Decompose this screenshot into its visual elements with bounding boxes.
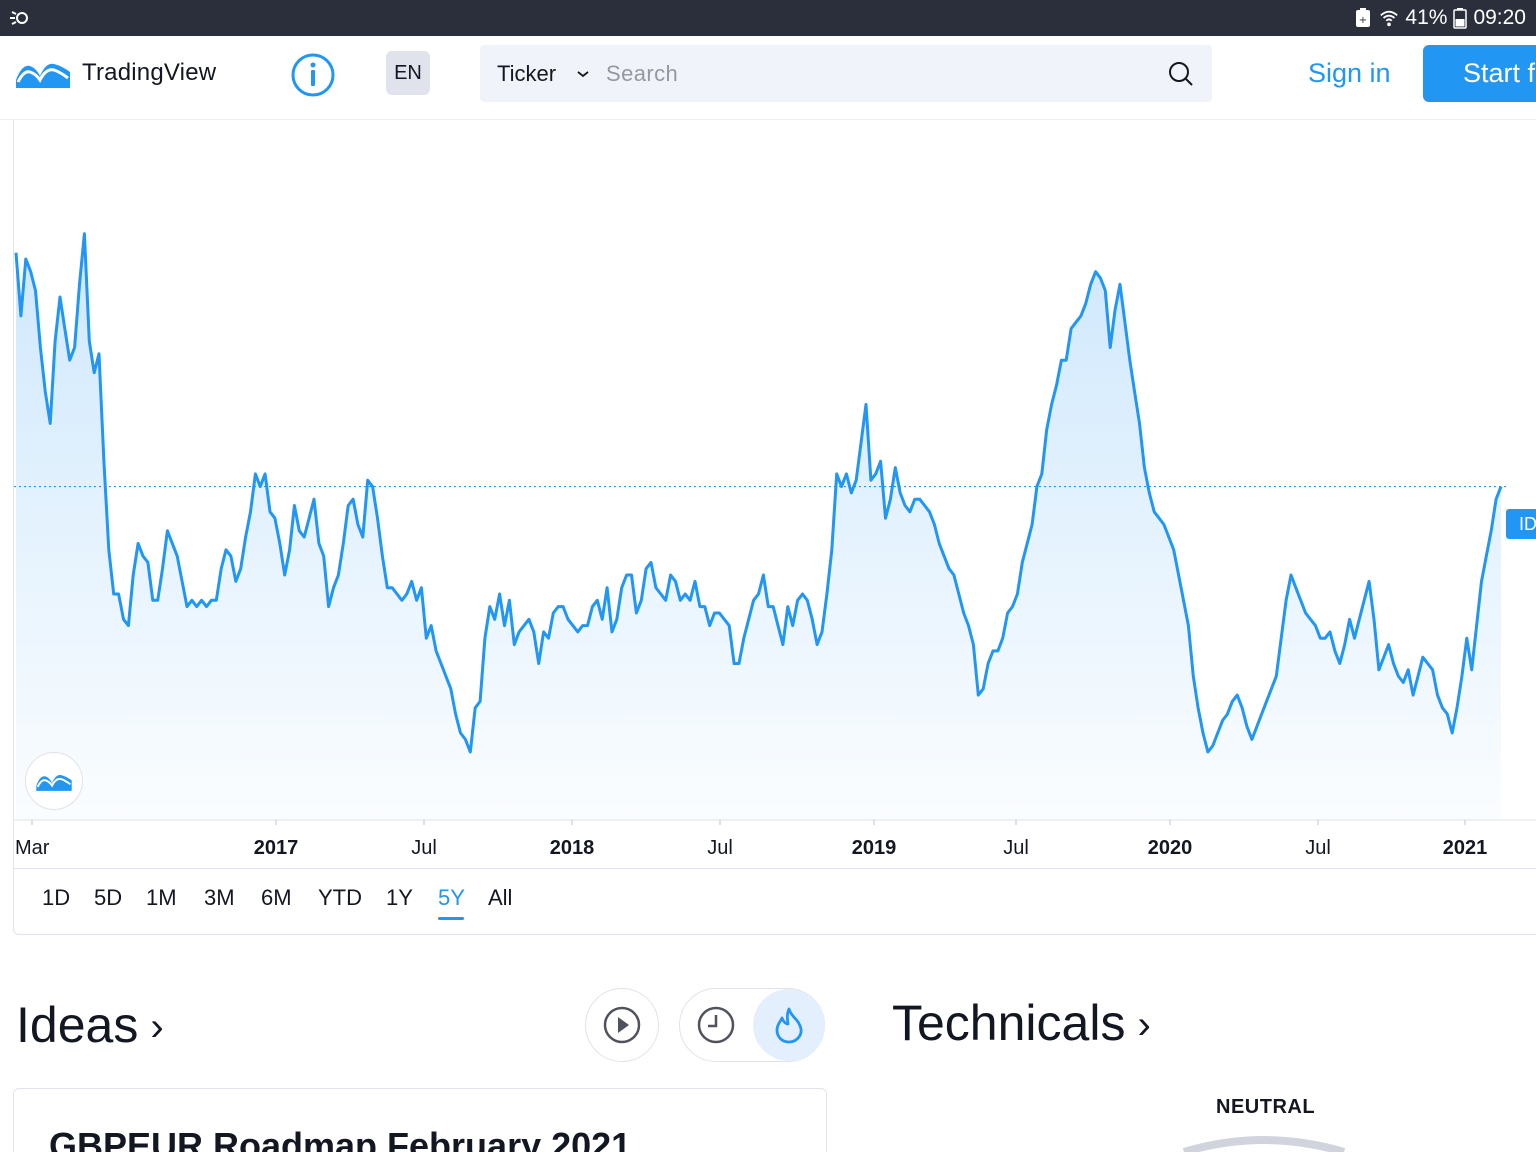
x-axis-tick-label: 2017 bbox=[254, 837, 299, 859]
range-button-1m[interactable]: 1M bbox=[146, 885, 177, 910]
battery-saver-icon: + bbox=[1356, 8, 1371, 27]
x-axis-tick-label: 2021 bbox=[1443, 837, 1488, 859]
play-button[interactable] bbox=[585, 988, 659, 1062]
x-axis-tick-label: 2019 bbox=[852, 837, 897, 859]
wifi-icon bbox=[1380, 10, 1399, 27]
range-button-ytd[interactable]: YTD bbox=[318, 885, 362, 910]
flame-icon bbox=[775, 1007, 803, 1044]
x-axis-tick-label: 2018 bbox=[550, 837, 595, 859]
sort-recent-button[interactable] bbox=[680, 989, 752, 1061]
x-axis-tick-label: Jul bbox=[1003, 837, 1029, 859]
top-nav: TradingView EN Ticker Sign in Start f bbox=[0, 36, 1536, 120]
battery-icon bbox=[1453, 8, 1468, 29]
language-button[interactable]: EN bbox=[386, 51, 430, 95]
technicals-heading[interactable]: Technicals › bbox=[892, 994, 1151, 1052]
price-chart[interactable]: Mar 2017 Jul 2018 Jul 2019 Jul 2020 Jul 2021 ID 1… bbox=[0, 120, 1536, 935]
x-axis-tick-label: Jul bbox=[707, 837, 733, 859]
svg-text:+: + bbox=[1359, 15, 1367, 26]
tradingview-logo-icon bbox=[16, 63, 70, 88]
brand-name: TradingView bbox=[82, 59, 217, 86]
ideas-heading[interactable]: Ideas › bbox=[16, 996, 164, 1054]
info-icon[interactable] bbox=[290, 52, 336, 98]
tv-badge[interactable] bbox=[25, 752, 83, 810]
range-button-1d[interactable]: 1D bbox=[42, 885, 71, 910]
technicals-verdict: NEUTRAL bbox=[1216, 1096, 1316, 1118]
chart-canvas[interactable]: Mar 2017 Jul 2018 Jul 2019 Jul 2020 Jul 2021 bbox=[0, 120, 1536, 868]
technicals-chevron-icon: › bbox=[1137, 1003, 1151, 1047]
x-axis-tick-label: Jul bbox=[411, 837, 437, 859]
brand-logo[interactable]: TradingView bbox=[14, 56, 216, 90]
range-button-5y[interactable]: 5Y bbox=[438, 885, 465, 910]
chart-area-fill bbox=[16, 233, 1501, 821]
clock-time: 09:20 bbox=[1473, 6, 1526, 29]
chevron-down-icon[interactable] bbox=[576, 69, 590, 79]
active-range-underline bbox=[438, 917, 464, 920]
clock-icon bbox=[697, 1006, 735, 1044]
sign-in-link[interactable]: Sign in bbox=[1308, 58, 1391, 88]
status-right: + 41% 09:20 bbox=[1353, 0, 1526, 36]
range-button-3m[interactable]: 3M bbox=[204, 885, 235, 910]
range-button-all[interactable]: All bbox=[488, 885, 513, 910]
play-icon bbox=[603, 1006, 641, 1044]
status-bar: + 41% 09:20 bbox=[0, 0, 1536, 36]
battery-percent: 41% bbox=[1405, 6, 1448, 29]
idea-card[interactable]: GBPEUR Roadmap February 2021 bbox=[13, 1088, 827, 1152]
range-button-6m[interactable]: 6M bbox=[261, 885, 292, 910]
technicals-title-text: Technicals bbox=[892, 995, 1126, 1051]
ideas-title-text: Ideas bbox=[16, 997, 139, 1053]
search-input[interactable] bbox=[606, 51, 1146, 96]
x-axis-tick-label: 2020 bbox=[1148, 837, 1193, 859]
search-bar: Ticker bbox=[480, 45, 1212, 102]
ticker-dropdown[interactable]: Ticker bbox=[497, 61, 557, 86]
price-series-line bbox=[14, 232, 1503, 754]
x-axis-tick-label: Jul bbox=[1305, 837, 1331, 859]
ideas-sort-toggle bbox=[679, 988, 825, 1062]
tradingview-badge-icon bbox=[36, 774, 72, 791]
x-axis-tick-label: Mar bbox=[15, 837, 50, 859]
idea-card-title[interactable]: GBPEUR Roadmap February 2021 bbox=[49, 1125, 632, 1152]
ideas-chevron-icon: › bbox=[150, 1005, 164, 1049]
price-tag: ID bbox=[1506, 509, 1536, 539]
sync-icon bbox=[10, 11, 28, 25]
range-button-1y[interactable]: 1Y bbox=[386, 885, 413, 910]
start-free-button[interactable]: Start f bbox=[1423, 45, 1536, 102]
range-selector: 1D 5D 1M 3M 6M YTD 1Y 5Y All bbox=[14, 868, 1536, 934]
search-icon[interactable] bbox=[1168, 61, 1194, 87]
sort-popular-button[interactable] bbox=[753, 989, 825, 1061]
technicals-gauge bbox=[1182, 1136, 1346, 1152]
range-button-5d[interactable]: 5D bbox=[94, 885, 123, 910]
